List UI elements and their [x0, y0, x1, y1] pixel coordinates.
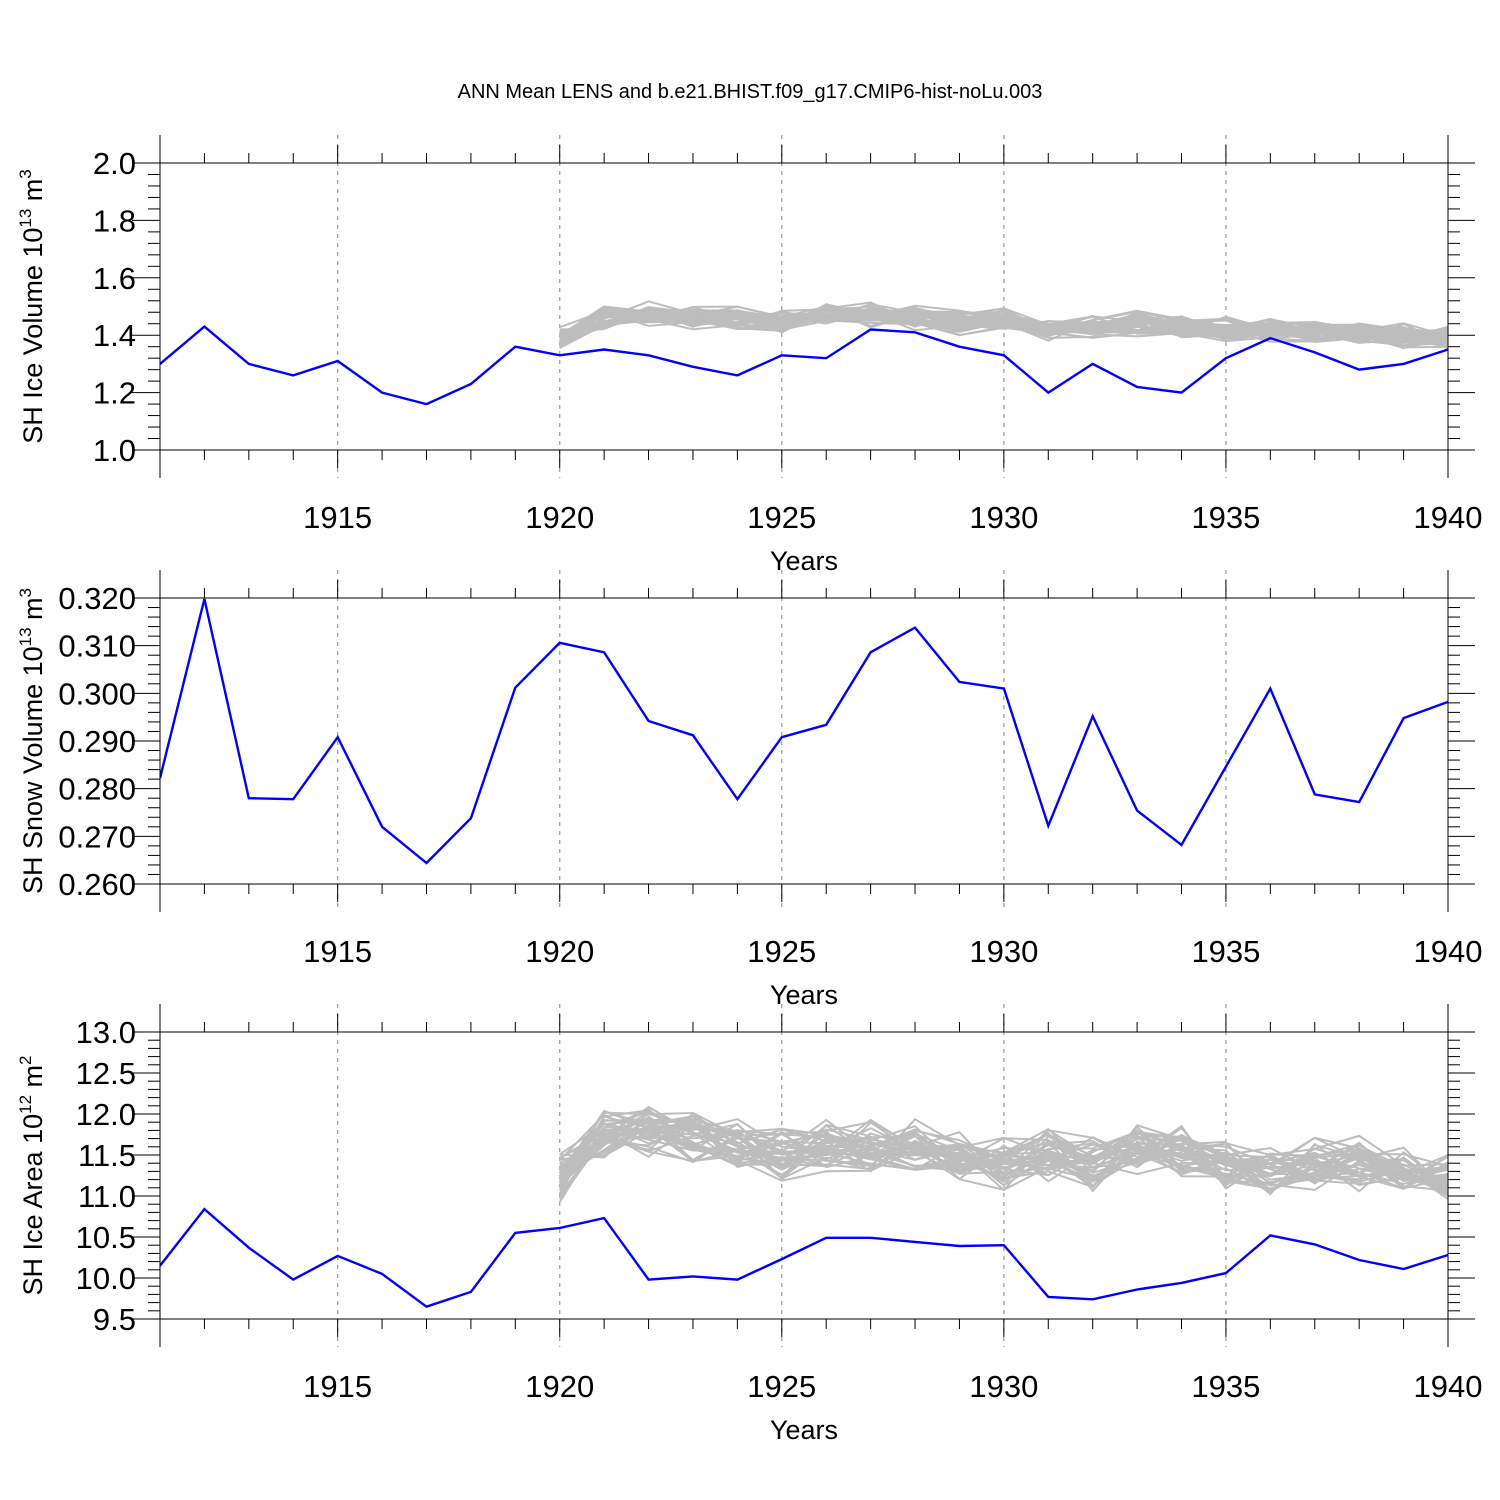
x-tick-label: 1915: [303, 500, 372, 535]
y-axis-label: SH Ice Volume 1013 m3: [16, 169, 48, 444]
y-tick-label: 0.260: [58, 867, 136, 902]
y-tick-label: 1.6: [93, 261, 136, 296]
y-tick-label: 1.0: [93, 433, 136, 468]
x-tick-label: 1915: [303, 1369, 372, 1404]
x-axis-label: Years: [770, 546, 838, 576]
panel-2: 0.260 0.270 0.280 0.290 0.300 0.310 0.320 1915 1…: [16, 570, 1482, 1010]
y-tick-label: 10.5: [76, 1220, 136, 1255]
y-tick-label: 11.0: [78, 1179, 136, 1214]
y-tick-label: 9.5: [93, 1302, 136, 1337]
ensemble-line: [559, 309, 1448, 344]
case-series-line: [160, 598, 1448, 865]
x-axis-label: Years: [770, 980, 838, 1010]
y-tick-label: 0.270: [58, 819, 136, 854]
x-tick-label: 1930: [969, 1369, 1038, 1404]
y-tick-label: 12.5: [76, 1056, 136, 1091]
y-tick-label: 13.0: [76, 1015, 136, 1050]
x-tick-label: 1930: [969, 934, 1038, 969]
x-tick-label: 1925: [747, 1369, 816, 1404]
y-tick-label: 0.320: [58, 581, 136, 616]
case-series-line: [160, 1207, 1448, 1309]
y-tick-label: 1.2: [93, 376, 136, 411]
case-series-line: [160, 325, 1448, 406]
panel-3: 9.5 10.0 10.5 11.0 11.5 12.0 12.5 13.0 1915 1920 1…: [16, 1004, 1482, 1445]
figure-title: ANN Mean LENS and b.e21.BHIST.f09_g17.CM…: [458, 81, 1043, 103]
x-tick-label: 1920: [525, 500, 594, 535]
y-tick-label: 11.5: [78, 1138, 136, 1173]
x-tick-label: 1940: [1414, 500, 1483, 535]
x-tick-label: 1920: [525, 934, 594, 969]
y-axis-label: SH Snow Volume 1013 m3: [16, 588, 48, 894]
x-tick-label: 1925: [747, 500, 816, 535]
ensemble-line: [558, 1113, 1448, 1177]
y-axis-label: SH Ice Area 1012 m2: [16, 1056, 48, 1296]
y-tick-label: 0.300: [58, 676, 136, 711]
x-tick-label: 1935: [1191, 500, 1260, 535]
ensemble-line: [558, 1136, 1448, 1195]
y-tick-label: 10.0: [76, 1261, 136, 1296]
ensemble-members: [559, 300, 1448, 350]
ensemble-members: [558, 1105, 1448, 1203]
y-tick-label: 0.310: [58, 629, 136, 664]
ensemble-line: [559, 301, 1448, 347]
x-axis-label: Years: [770, 1415, 838, 1445]
y-tick-label: 0.290: [58, 724, 136, 759]
y-tick-label: 2.0: [93, 146, 136, 181]
y-tick-label: 12.0: [76, 1097, 136, 1132]
x-tick-label: 1925: [747, 934, 816, 969]
y-tick-label: 1.8: [93, 203, 136, 238]
ensemble-line: [559, 1121, 1448, 1192]
ensemble-line: [558, 1118, 1448, 1199]
panel-1: 1.0 1.2 1.4 1.6 1.8 2.0 1915 1920 1925 1930 1935 19…: [16, 135, 1482, 576]
x-tick-label: 1915: [303, 934, 372, 969]
x-tick-label: 1935: [1191, 1369, 1260, 1404]
x-tick-label: 1930: [969, 500, 1038, 535]
panels: 1.0 1.2 1.4 1.6 1.8 2.0 1915 1920 1925 1930 1935 19…: [16, 135, 1482, 1445]
x-tick-label: 1935: [1191, 934, 1260, 969]
x-tick-label: 1940: [1414, 1369, 1483, 1404]
x-tick-label: 1920: [525, 1369, 594, 1404]
y-tick-label: 1.4: [93, 318, 136, 353]
x-tick-label: 1940: [1414, 934, 1483, 969]
ensemble-line: [559, 1130, 1448, 1186]
y-tick-label: 0.280: [58, 772, 136, 807]
ensemble-line: [559, 1124, 1448, 1191]
ensemble-line: [559, 307, 1448, 347]
ensemble-line: [559, 307, 1448, 343]
